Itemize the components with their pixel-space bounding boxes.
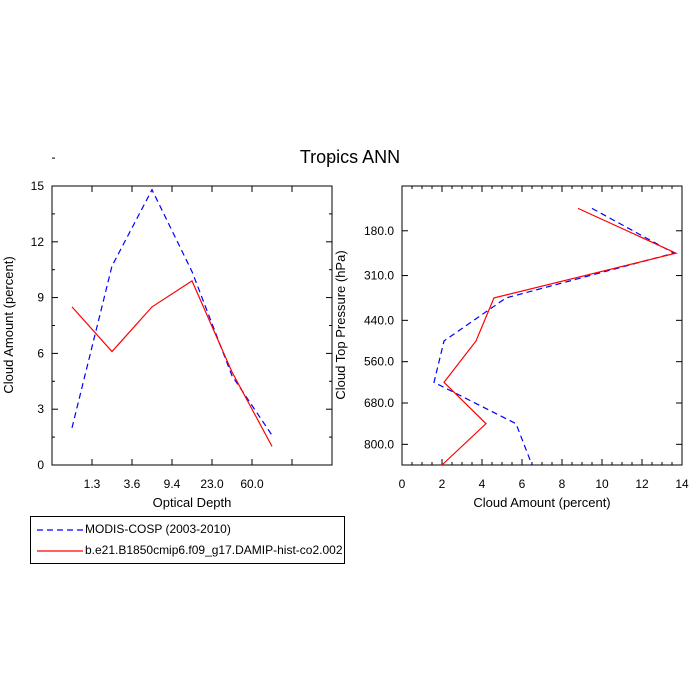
legend-label-model: b.e21.B1850cmip6.f09_g17.DAMIP-hist-co2.… [85,543,343,557]
left-x-tick-label: 3.6 [124,477,141,491]
left-y-tick-label: 0 [37,458,44,472]
solid-line-swatch-icon [37,550,83,552]
right-x-tick-label: 2 [439,477,446,491]
right-y-tick-label: 800.0 [364,437,394,451]
right-y-tick-label: 680.0 [364,396,394,410]
left-y-axis-label: Cloud Amount (percent) [1,256,16,393]
legend-label-obs: MODIS-COSP (2003-2010) [85,522,231,536]
left-plot-frame [51,185,333,466]
right-y-tick-label: 180.0 [364,224,394,238]
right-y-tick-label: 560.0 [364,355,394,369]
left-x-tick-label: 60.0 [240,477,264,491]
right-plot-frame [401,185,683,466]
right-series-model-line [441,207,678,466]
left-y-tick-label: 12 [31,235,45,249]
right-x-axis-label: Cloud Amount (percent) [473,495,610,510]
right-y-tick-label: 310.0 [364,269,394,283]
right-tick-group: 0 2 4 6 8 10 12 14 180.0 310.0 440.0 560.0 680.0 800.… [364,186,689,491]
left-x-tick-label: 1.3 [84,477,101,491]
legend-item-model: b.e21.B1850cmip6.f09_g17.DAMIP-hist-co2.… [31,541,344,561]
left-x-tick-label: 9.4 [164,477,181,491]
right-series-obs-line [433,207,676,466]
right-x-tick-label: 12 [635,477,649,491]
right-series-group [433,207,678,466]
left-tick-group: 0 3 6 9 12 15 1.3 3.6 9.4 23.0 60.0 [31,157,332,491]
right-y-axis-label: Cloud Top Pressure (hPa) [333,250,348,399]
left-y-tick-label: 9 [37,291,44,305]
left-x-axis-label: Optical Depth [153,495,232,510]
right-x-tick-label: 14 [675,477,689,491]
legend-item-obs: MODIS-COSP (2003-2010) [31,520,344,540]
legend: MODIS-COSP (2003-2010) b.e21.B1850cmip6.… [30,516,345,564]
right-x-tick-label: 0 [399,477,406,491]
right-x-tick-label: 6 [519,477,526,491]
right-y-tick-label: 440.0 [364,313,394,327]
right-panel: 0 2 4 6 8 10 12 14 180.0 310.0 440.0 560.0 680.0 800.… [333,185,689,510]
left-series-obs-line [71,188,273,436]
left-y-tick-label: 3 [37,402,44,416]
left-series-model-line [71,279,273,447]
right-x-tick-label: 8 [559,477,566,491]
right-x-tick-label: 10 [595,477,609,491]
left-series-group [71,188,273,447]
chart-title: Tropics ANN [300,147,400,167]
dashed-line-swatch-icon [37,529,83,531]
left-y-tick-label: 6 [37,346,44,360]
left-x-tick-label: 23.0 [200,477,224,491]
right-x-tick-label: 4 [479,477,486,491]
left-y-tick-label: 15 [31,179,45,193]
